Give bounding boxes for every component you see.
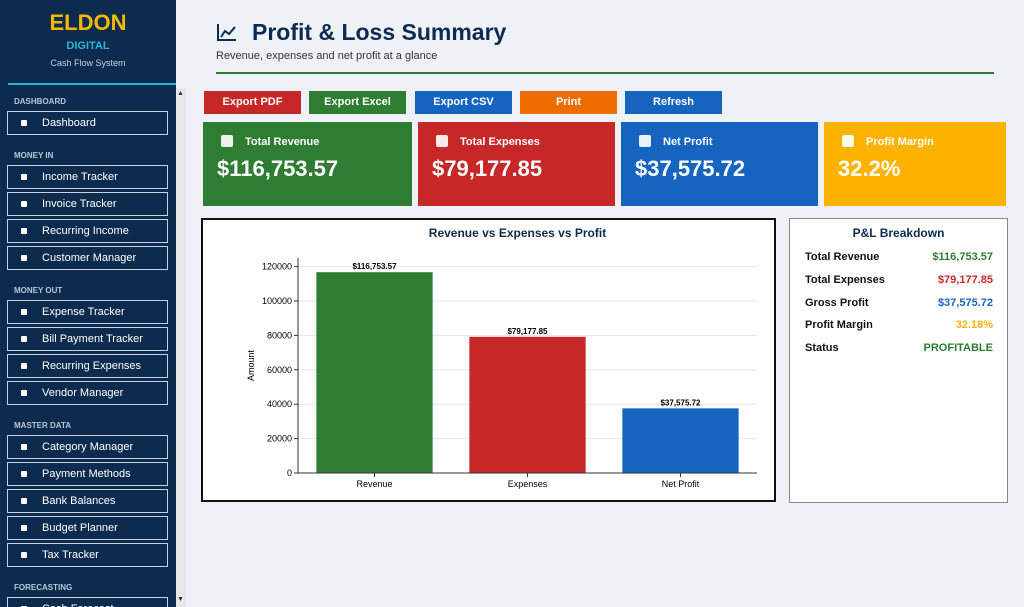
- toolbar-button[interactable]: Export CSV: [415, 91, 512, 114]
- y-tick-label: 120000: [262, 262, 292, 272]
- y-tick-label: 0: [287, 468, 292, 478]
- x-tick-label: Expenses: [508, 479, 548, 489]
- nav-item[interactable]: Payment Methods: [7, 462, 168, 486]
- chart-panel: Revenue vs Expenses vs Profit Amount 0 2000…: [201, 218, 776, 502]
- breakdown-panel: P&L Breakdown Total Revenue $116,753.57 To…: [789, 218, 1008, 503]
- nav-item[interactable]: Recurring Income: [7, 219, 168, 243]
- scroll-down[interactable]: ▼: [177, 596, 184, 603]
- breakdown-label: Status: [805, 342, 839, 355]
- breakdown-label: Total Expenses: [805, 273, 885, 286]
- card-value: $37,575.72: [635, 156, 746, 181]
- section-title: DASHBOARD: [14, 97, 66, 106]
- nav-item[interactable]: Category Manager: [7, 435, 168, 459]
- breakdown-label: Total Revenue: [805, 251, 880, 263]
- toolbar-button[interactable]: Refresh: [625, 91, 722, 114]
- x-tick-label: Net Profit: [662, 479, 700, 489]
- y-tick-label: 20000: [267, 434, 292, 444]
- card-label: Total Revenue: [245, 136, 320, 148]
- card-label: Total Expenses: [460, 136, 540, 148]
- scroll-up[interactable]: ▲: [177, 90, 184, 97]
- toolbar-button[interactable]: Export PDF: [204, 91, 301, 114]
- brand-sub: DIGITAL: [66, 40, 110, 52]
- card-icon: [221, 135, 233, 147]
- x-tick-label: Revenue: [356, 479, 392, 489]
- card-value: $79,177.85: [432, 156, 543, 181]
- bar: [316, 272, 433, 473]
- tagline: Cash Flow System: [50, 58, 126, 68]
- chart: Revenue vs Expenses vs Profit Amount 0 2000…: [246, 226, 757, 489]
- breakdown-label: Gross Profit: [805, 296, 869, 309]
- breakdown-value: $37,575.72: [937, 296, 993, 309]
- breakdown-value: 32.18%: [955, 319, 993, 332]
- section-title: FORECASTING: [14, 583, 73, 592]
- chart-title: Revenue vs Expenses vs Profit: [429, 226, 606, 240]
- toolbar-button[interactable]: Print: [520, 91, 617, 114]
- breakdown-value: PROFITABLE: [923, 342, 993, 355]
- card-icon: [436, 135, 448, 147]
- y-tick-label: 80000: [267, 330, 292, 340]
- brand: ELDON: [49, 10, 127, 35]
- card-label: Net Profit: [663, 136, 713, 148]
- nav-item[interactable]: Cash Forecast: [7, 597, 168, 607]
- page-subtitle: Revenue, expenses and net profit at a gl…: [216, 50, 438, 62]
- section-title: MASTER DATA: [14, 421, 72, 430]
- value-label: $37,575.72: [660, 398, 701, 407]
- breakdown-title: P&L Breakdown: [852, 226, 945, 240]
- header-rule: [216, 72, 994, 74]
- stat-card: Profit Margin 32.2%: [824, 122, 1006, 206]
- bar: [622, 408, 739, 473]
- nav-item[interactable]: Expense Tracker: [7, 300, 168, 324]
- y-tick-label: 100000: [262, 296, 292, 306]
- value-label: $116,753.57: [352, 262, 397, 271]
- value-label: $79,177.85: [507, 327, 548, 336]
- toolbar-button[interactable]: Export Excel: [309, 91, 406, 114]
- breakdown-value: $116,753.57: [932, 251, 993, 263]
- nav-item[interactable]: Income Tracker: [7, 165, 168, 189]
- nav-item[interactable]: Budget Planner: [7, 516, 168, 540]
- section-title: MONEY OUT: [14, 286, 63, 295]
- stat-card: Net Profit $37,575.72: [621, 122, 818, 206]
- breakdown-label: Profit Margin: [805, 319, 873, 332]
- nav-item[interactable]: Dashboard: [7, 111, 168, 135]
- y-tick-label: 40000: [267, 399, 292, 409]
- y-tick-label: 60000: [267, 365, 292, 375]
- card-label: Profit Margin: [866, 136, 934, 148]
- nav-item[interactable]: Tax Tracker: [7, 543, 168, 567]
- section-title: MONEY IN: [14, 151, 54, 160]
- sidebar: ELDON DIGITAL Cash Flow System DASHBOARD…: [0, 0, 176, 607]
- header-icon: [217, 24, 236, 41]
- nav-item[interactable]: Bill Payment Tracker: [7, 327, 168, 351]
- card-value: 32.2%: [838, 156, 901, 181]
- y-axis-label: Amount: [246, 349, 256, 381]
- page-title: Profit & Loss Summary: [252, 19, 507, 45]
- card-value: $116,753.57: [217, 156, 339, 181]
- bar: [469, 336, 586, 473]
- nav-item[interactable]: Invoice Tracker: [7, 192, 168, 216]
- breakdown-value: $79,177.85: [937, 273, 993, 286]
- nav-item[interactable]: Customer Manager: [7, 246, 168, 270]
- divider: [8, 83, 176, 85]
- card-icon: [842, 135, 854, 147]
- card-icon: [639, 135, 651, 147]
- stat-card: Total Revenue $116,753.57: [203, 122, 412, 206]
- stat-card: Total Expenses $79,177.85: [418, 122, 615, 206]
- nav-item[interactable]: Bank Balances: [7, 489, 168, 513]
- nav-item[interactable]: Vendor Manager: [7, 381, 168, 405]
- scrollbar[interactable]: ▲ ▼: [176, 88, 186, 607]
- nav-item[interactable]: Recurring Expenses: [7, 354, 168, 378]
